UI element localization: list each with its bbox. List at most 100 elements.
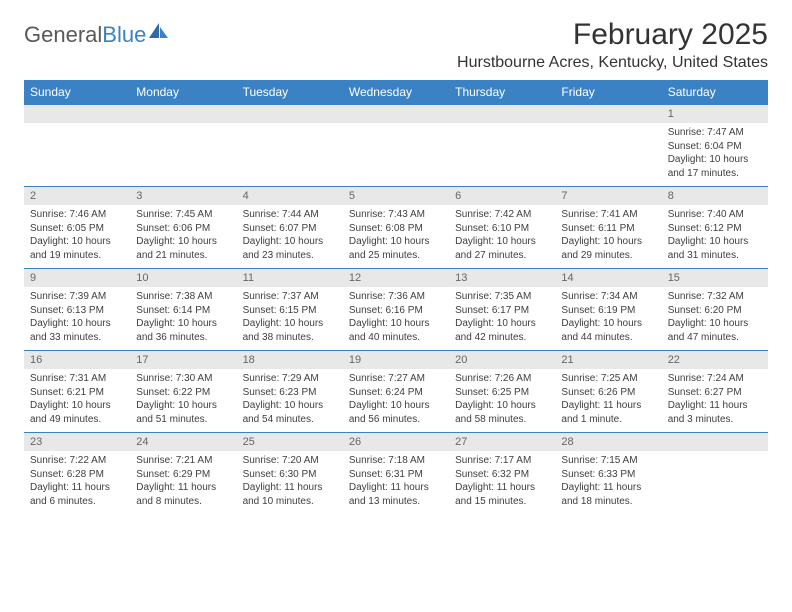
day-body	[449, 123, 555, 181]
day-number	[237, 105, 343, 123]
day-cell	[24, 105, 130, 187]
day-body: Sunrise: 7:46 AMSunset: 6:05 PMDaylight:…	[24, 205, 130, 268]
day-cell	[662, 433, 768, 515]
day-header: Thursday	[449, 80, 555, 105]
day-number: 26	[343, 433, 449, 451]
day-number: 7	[555, 187, 661, 205]
sunrise-text: Sunrise: 7:22 AM	[30, 454, 124, 468]
sunset-text: Sunset: 6:31 PM	[349, 468, 443, 482]
day-body: Sunrise: 7:40 AMSunset: 6:12 PMDaylight:…	[662, 205, 768, 268]
day-body	[555, 123, 661, 181]
sunrise-text: Sunrise: 7:41 AM	[561, 208, 655, 222]
day-body: Sunrise: 7:30 AMSunset: 6:22 PMDaylight:…	[130, 369, 236, 432]
sunrise-text: Sunrise: 7:15 AM	[561, 454, 655, 468]
day-cell	[130, 105, 236, 187]
daylight-text: Daylight: 11 hours and 1 minute.	[561, 399, 655, 426]
day-number: 3	[130, 187, 236, 205]
sunset-text: Sunset: 6:14 PM	[136, 304, 230, 318]
day-cell: 24Sunrise: 7:21 AMSunset: 6:29 PMDayligh…	[130, 433, 236, 515]
sunset-text: Sunset: 6:16 PM	[349, 304, 443, 318]
day-cell: 19Sunrise: 7:27 AMSunset: 6:24 PMDayligh…	[343, 351, 449, 433]
sunrise-text: Sunrise: 7:47 AM	[668, 126, 762, 140]
sunset-text: Sunset: 6:12 PM	[668, 222, 762, 236]
brand-gray: General	[24, 22, 102, 47]
day-body: Sunrise: 7:44 AMSunset: 6:07 PMDaylight:…	[237, 205, 343, 268]
sunset-text: Sunset: 6:23 PM	[243, 386, 337, 400]
day-header-row: SundayMondayTuesdayWednesdayThursdayFrid…	[24, 80, 768, 105]
week-row: 2Sunrise: 7:46 AMSunset: 6:05 PMDaylight…	[24, 187, 768, 269]
daylight-text: Daylight: 10 hours and 47 minutes.	[668, 317, 762, 344]
sunrise-text: Sunrise: 7:37 AM	[243, 290, 337, 304]
sunrise-text: Sunrise: 7:44 AM	[243, 208, 337, 222]
sunrise-text: Sunrise: 7:39 AM	[30, 290, 124, 304]
daylight-text: Daylight: 10 hours and 42 minutes.	[455, 317, 549, 344]
day-body	[662, 451, 768, 509]
day-cell: 12Sunrise: 7:36 AMSunset: 6:16 PMDayligh…	[343, 269, 449, 351]
day-number: 1	[662, 105, 768, 123]
daylight-text: Daylight: 11 hours and 6 minutes.	[30, 481, 124, 508]
sunrise-text: Sunrise: 7:31 AM	[30, 372, 124, 386]
day-cell: 4Sunrise: 7:44 AMSunset: 6:07 PMDaylight…	[237, 187, 343, 269]
daylight-text: Daylight: 11 hours and 18 minutes.	[561, 481, 655, 508]
day-body: Sunrise: 7:15 AMSunset: 6:33 PMDaylight:…	[555, 451, 661, 514]
day-body: Sunrise: 7:24 AMSunset: 6:27 PMDaylight:…	[662, 369, 768, 432]
day-number: 16	[24, 351, 130, 369]
day-cell: 15Sunrise: 7:32 AMSunset: 6:20 PMDayligh…	[662, 269, 768, 351]
day-cell: 13Sunrise: 7:35 AMSunset: 6:17 PMDayligh…	[449, 269, 555, 351]
day-cell: 5Sunrise: 7:43 AMSunset: 6:08 PMDaylight…	[343, 187, 449, 269]
day-body: Sunrise: 7:32 AMSunset: 6:20 PMDaylight:…	[662, 287, 768, 350]
sunset-text: Sunset: 6:32 PM	[455, 468, 549, 482]
sunset-text: Sunset: 6:11 PM	[561, 222, 655, 236]
daylight-text: Daylight: 11 hours and 15 minutes.	[455, 481, 549, 508]
day-header: Saturday	[662, 80, 768, 105]
day-cell: 25Sunrise: 7:20 AMSunset: 6:30 PMDayligh…	[237, 433, 343, 515]
week-row: 23Sunrise: 7:22 AMSunset: 6:28 PMDayligh…	[24, 433, 768, 515]
day-cell: 7Sunrise: 7:41 AMSunset: 6:11 PMDaylight…	[555, 187, 661, 269]
page-header: GeneralBlue February 2025 Hurstbourne Ac…	[24, 18, 768, 72]
location-text: Hurstbourne Acres, Kentucky, United Stat…	[457, 54, 768, 72]
daylight-text: Daylight: 10 hours and 27 minutes.	[455, 235, 549, 262]
day-number: 23	[24, 433, 130, 451]
day-header: Wednesday	[343, 80, 449, 105]
day-cell	[237, 105, 343, 187]
day-number: 20	[449, 351, 555, 369]
sunset-text: Sunset: 6:05 PM	[30, 222, 124, 236]
brand-logo: GeneralBlue	[24, 22, 170, 48]
day-cell: 20Sunrise: 7:26 AMSunset: 6:25 PMDayligh…	[449, 351, 555, 433]
day-body: Sunrise: 7:43 AMSunset: 6:08 PMDaylight:…	[343, 205, 449, 268]
month-title: February 2025	[457, 18, 768, 52]
sunrise-text: Sunrise: 7:45 AM	[136, 208, 230, 222]
day-number	[130, 105, 236, 123]
day-body	[130, 123, 236, 181]
day-body: Sunrise: 7:36 AMSunset: 6:16 PMDaylight:…	[343, 287, 449, 350]
day-body: Sunrise: 7:26 AMSunset: 6:25 PMDaylight:…	[449, 369, 555, 432]
sunrise-text: Sunrise: 7:30 AM	[136, 372, 230, 386]
day-cell: 22Sunrise: 7:24 AMSunset: 6:27 PMDayligh…	[662, 351, 768, 433]
day-number: 2	[24, 187, 130, 205]
daylight-text: Daylight: 10 hours and 49 minutes.	[30, 399, 124, 426]
day-body: Sunrise: 7:41 AMSunset: 6:11 PMDaylight:…	[555, 205, 661, 268]
day-number: 5	[343, 187, 449, 205]
calendar-body: SundayMondayTuesdayWednesdayThursdayFrid…	[24, 80, 768, 514]
day-body: Sunrise: 7:17 AMSunset: 6:32 PMDaylight:…	[449, 451, 555, 514]
day-cell: 21Sunrise: 7:25 AMSunset: 6:26 PMDayligh…	[555, 351, 661, 433]
sunrise-text: Sunrise: 7:36 AM	[349, 290, 443, 304]
sunset-text: Sunset: 6:24 PM	[349, 386, 443, 400]
sunset-text: Sunset: 6:07 PM	[243, 222, 337, 236]
daylight-text: Daylight: 10 hours and 19 minutes.	[30, 235, 124, 262]
day-body	[24, 123, 130, 181]
day-cell	[555, 105, 661, 187]
day-number	[662, 433, 768, 451]
day-body: Sunrise: 7:25 AMSunset: 6:26 PMDaylight:…	[555, 369, 661, 432]
daylight-text: Daylight: 10 hours and 54 minutes.	[243, 399, 337, 426]
sunrise-text: Sunrise: 7:43 AM	[349, 208, 443, 222]
day-number: 28	[555, 433, 661, 451]
day-body: Sunrise: 7:38 AMSunset: 6:14 PMDaylight:…	[130, 287, 236, 350]
day-body	[237, 123, 343, 181]
day-header: Friday	[555, 80, 661, 105]
day-number: 14	[555, 269, 661, 287]
day-body: Sunrise: 7:39 AMSunset: 6:13 PMDaylight:…	[24, 287, 130, 350]
sunset-text: Sunset: 6:21 PM	[30, 386, 124, 400]
day-header: Tuesday	[237, 80, 343, 105]
sunset-text: Sunset: 6:22 PM	[136, 386, 230, 400]
